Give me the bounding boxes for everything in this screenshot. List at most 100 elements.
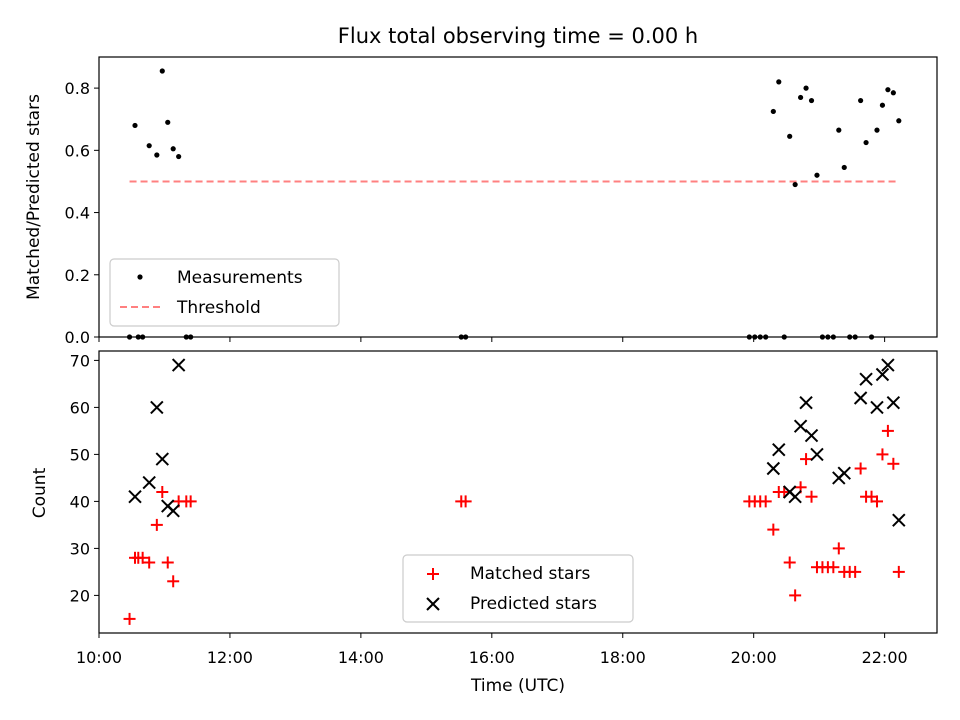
count-y-tick-label: 30: [70, 539, 90, 558]
matched-star-point: [800, 453, 813, 466]
matched-star-point: [887, 457, 900, 470]
count-panel-frame: [98, 350, 938, 634]
predicted-star-point: [788, 489, 802, 504]
x-tick-label: 10:00: [76, 648, 122, 667]
x-tick-label: 14:00: [338, 648, 384, 667]
matched-star-point: [143, 556, 156, 569]
matched-star-point: [123, 612, 136, 625]
predicted-star-point: [892, 513, 906, 527]
predicted-star-point: [150, 400, 164, 415]
count-panel: 20 30 40 50 60 70 10:00 12:00 14:00 16:00 18:00 20…: [30, 350, 938, 696]
measurement-point: [792, 181, 798, 188]
matched-star-point: [849, 565, 862, 578]
ratio-y-tick-label: 0.6: [65, 141, 90, 160]
measurement-point: [787, 133, 793, 139]
predicted-star-point: [142, 475, 156, 490]
measurement-point: [803, 85, 809, 91]
count-legend-frame: [402, 554, 634, 623]
x-tick-label: 22:00: [862, 648, 908, 667]
count-y-tick-label: 60: [70, 398, 90, 417]
matched-star-point: [854, 462, 867, 475]
predicted-star-point: [128, 489, 142, 504]
measurement-point: [159, 68, 165, 74]
measurement-point: [798, 94, 804, 101]
matched-star-point: [459, 495, 472, 508]
legend-matched-label: Matched stars: [470, 564, 590, 584]
predicted-star-point: [853, 391, 868, 405]
predicted-star-point: [810, 447, 824, 462]
count-y-tick-label: 20: [70, 586, 90, 605]
measurement-point: [165, 119, 171, 125]
matched-star-point: [832, 542, 845, 555]
ratio-x-ticks: [98, 337, 886, 342]
predicted-star-point: [875, 367, 890, 382]
measurement-point: [874, 127, 880, 133]
count-y-tick-label: 70: [70, 351, 90, 370]
measurement-point: [879, 102, 886, 108]
ratio-y-tick-label: 0.4: [65, 204, 90, 223]
legend-predicted-label: Predicted stars: [470, 594, 597, 614]
measurement-point: [170, 146, 176, 152]
ratio-panel: 0.00.20.40.60.8 Matched/Predicted stars …: [24, 56, 938, 347]
measurement-point: [885, 87, 891, 93]
matched-star-point: [827, 561, 840, 574]
ratio-y-tick-label: 0.2: [65, 266, 90, 285]
predicted-star-point: [166, 504, 180, 518]
count-marks: [123, 358, 906, 625]
matched-star-point: [161, 556, 174, 569]
legend-measurements-label: Measurements: [177, 268, 303, 288]
ratio-panel-frame: [98, 56, 938, 338]
legend-matched-marker: [427, 568, 439, 580]
matched-star-point: [150, 518, 163, 531]
chart-title: Flux total observing time = 0.00 h: [338, 24, 698, 48]
predicted-star-point: [881, 358, 895, 372]
measurement-point: [770, 108, 776, 115]
predicted-star-point: [155, 452, 169, 466]
predicted-star-point: [837, 466, 851, 480]
measurement-point: [776, 79, 782, 85]
predicted-star-point: [171, 358, 186, 372]
matched-star-point: [876, 448, 889, 461]
count-y-tick-label: 40: [70, 492, 90, 511]
measurement-point: [154, 152, 160, 158]
legend-predicted-marker: [426, 597, 440, 611]
ratio-marks: [126, 68, 902, 340]
predicted-star-point: [793, 419, 808, 433]
predicted-star-point: [799, 395, 813, 410]
count-y-axis: 20 30 40 50 60 70: [70, 351, 99, 605]
measurement-point: [176, 153, 182, 160]
predicted-star-point: [804, 428, 819, 443]
matched-star-point: [156, 486, 169, 498]
x-tick-label: 20:00: [731, 648, 777, 667]
measurement-point: [808, 97, 815, 104]
matched-star-point: [767, 523, 780, 536]
legend-measurements-marker: [137, 274, 143, 280]
matched-star-point: [783, 556, 796, 569]
matched-star-point: [870, 495, 883, 508]
x-axis-label: Time (UTC): [470, 676, 565, 696]
measurement-point: [132, 122, 138, 129]
matched-star-point: [136, 551, 149, 564]
count-y-axis-label: Count: [30, 467, 50, 518]
matched-star-point: [881, 424, 894, 437]
predicted-star-point: [886, 395, 901, 410]
measurement-point: [841, 164, 847, 171]
measurement-point: [896, 118, 902, 124]
x-tick-label: 16:00: [469, 648, 515, 667]
legend-threshold-label: Threshold: [176, 298, 261, 318]
measurement-point: [836, 127, 842, 133]
ratio-legend-frame: [109, 258, 340, 327]
matched-star-point: [184, 495, 197, 508]
matched-star-point: [778, 486, 791, 498]
ratio-legend: Measurements Threshold: [109, 258, 340, 327]
count-y-tick-label: 50: [70, 445, 90, 464]
matched-star-point: [759, 495, 772, 508]
count-x-axis: 10:00 12:00 14:00 16:00 18:00 20:00 22:00: [76, 633, 908, 667]
predicted-star-point: [766, 461, 781, 476]
matched-star-point: [167, 575, 180, 588]
ratio-y-tick-label: 0.0: [65, 328, 90, 347]
measurement-point: [814, 172, 820, 178]
predicted-star-point: [859, 372, 873, 386]
ratio-y-axis: 0.0 0.2 0.4 0.6 0.8: [65, 79, 99, 347]
